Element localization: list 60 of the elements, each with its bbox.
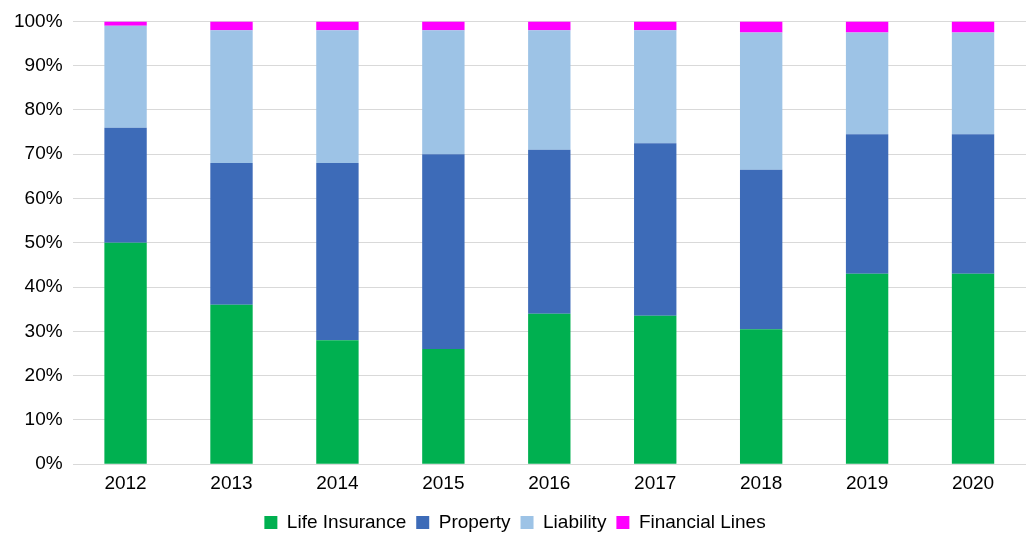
bar	[104, 127, 147, 243]
bar	[528, 313, 571, 464]
bar	[634, 30, 677, 144]
bar	[104, 21, 147, 26]
x-tick-label: 2016	[528, 471, 571, 493]
bar	[528, 149, 571, 314]
bar	[739, 169, 783, 330]
bar	[739, 329, 783, 464]
bar	[210, 163, 253, 305]
y-tick-label: 20%	[24, 363, 63, 385]
y-tick-label: 50%	[24, 231, 63, 253]
bar	[845, 32, 889, 135]
x-tick-label: 2013	[210, 471, 253, 493]
bar	[845, 21, 889, 33]
bar	[634, 315, 677, 464]
bar	[210, 30, 253, 164]
bar	[316, 340, 359, 464]
legend-label: Life Insurance	[286, 510, 407, 532]
bar	[845, 273, 889, 464]
bar	[422, 154, 465, 350]
bar	[210, 21, 253, 31]
y-tick-label: 40%	[24, 275, 63, 297]
y-tick-label: 70%	[24, 142, 63, 164]
y-tick-label: 100%	[13, 9, 63, 31]
x-tick-label: 2020	[951, 471, 995, 493]
bar	[739, 32, 783, 170]
bar	[422, 30, 465, 155]
y-tick-label: 90%	[24, 53, 63, 75]
bar	[422, 21, 465, 31]
bar	[104, 25, 147, 128]
y-tick-label: 80%	[24, 98, 63, 120]
legend-label: Financial Lines	[638, 510, 766, 532]
bar	[316, 163, 359, 341]
bar	[422, 349, 465, 464]
bar	[951, 32, 995, 135]
y-tick-label: 10%	[24, 408, 63, 430]
bar	[528, 21, 571, 31]
x-tick-label: 2019	[845, 471, 889, 493]
bar	[951, 134, 995, 274]
bar	[104, 242, 147, 464]
bar	[634, 21, 677, 31]
y-tick-label: 60%	[24, 186, 63, 208]
y-tick-label: 30%	[24, 319, 63, 341]
x-tick-label: 2017	[634, 471, 677, 493]
x-tick-label: 2012	[104, 471, 147, 493]
bar	[528, 30, 571, 150]
bar	[951, 21, 995, 33]
bar	[845, 134, 889, 274]
bar	[316, 30, 359, 164]
x-tick-label: 2018	[740, 471, 783, 493]
bar	[634, 143, 677, 316]
y-tick-label: 0%	[35, 452, 63, 474]
bar	[210, 304, 253, 464]
legend-label: Liability	[543, 510, 607, 532]
bar	[316, 21, 359, 31]
x-tick-label: 2014	[316, 471, 359, 493]
x-tick-label: 2015	[422, 471, 465, 493]
legend-label: Property	[438, 510, 512, 532]
bar	[951, 273, 995, 464]
bar	[739, 21, 783, 33]
